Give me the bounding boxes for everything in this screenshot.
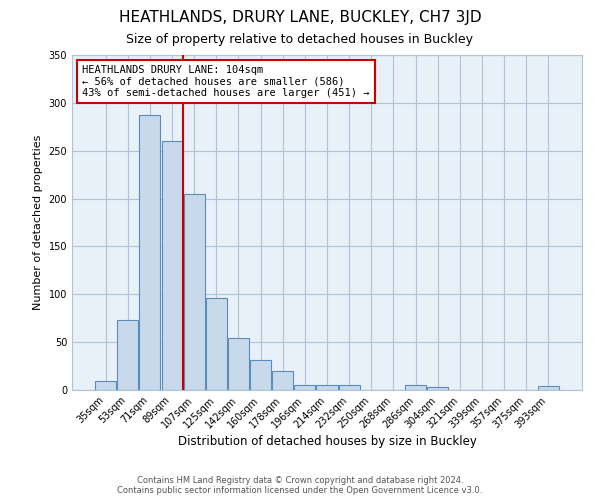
Bar — [95, 382, 116, 390]
Bar — [427, 387, 448, 390]
Text: Contains HM Land Registry data © Crown copyright and database right 2024.
Contai: Contains HM Land Registry data © Crown c… — [118, 476, 482, 495]
Bar — [316, 385, 338, 390]
X-axis label: Distribution of detached houses by size in Buckley: Distribution of detached houses by size … — [178, 436, 476, 448]
Text: Size of property relative to detached houses in Buckley: Size of property relative to detached ho… — [127, 32, 473, 46]
Y-axis label: Number of detached properties: Number of detached properties — [33, 135, 43, 310]
Bar — [161, 141, 182, 390]
Text: HEATHLANDS, DRURY LANE, BUCKLEY, CH7 3JD: HEATHLANDS, DRURY LANE, BUCKLEY, CH7 3JD — [119, 10, 481, 25]
Bar — [272, 371, 293, 390]
Bar — [295, 385, 316, 390]
Bar — [139, 116, 160, 390]
Text: HEATHLANDS DRURY LANE: 104sqm
← 56% of detached houses are smaller (586)
43% of : HEATHLANDS DRURY LANE: 104sqm ← 56% of d… — [82, 65, 370, 98]
Bar — [118, 320, 139, 390]
Bar — [538, 386, 559, 390]
Bar — [250, 360, 271, 390]
Bar — [405, 385, 426, 390]
Bar — [338, 385, 359, 390]
Bar — [206, 298, 227, 390]
Bar — [228, 338, 249, 390]
Bar — [184, 194, 205, 390]
